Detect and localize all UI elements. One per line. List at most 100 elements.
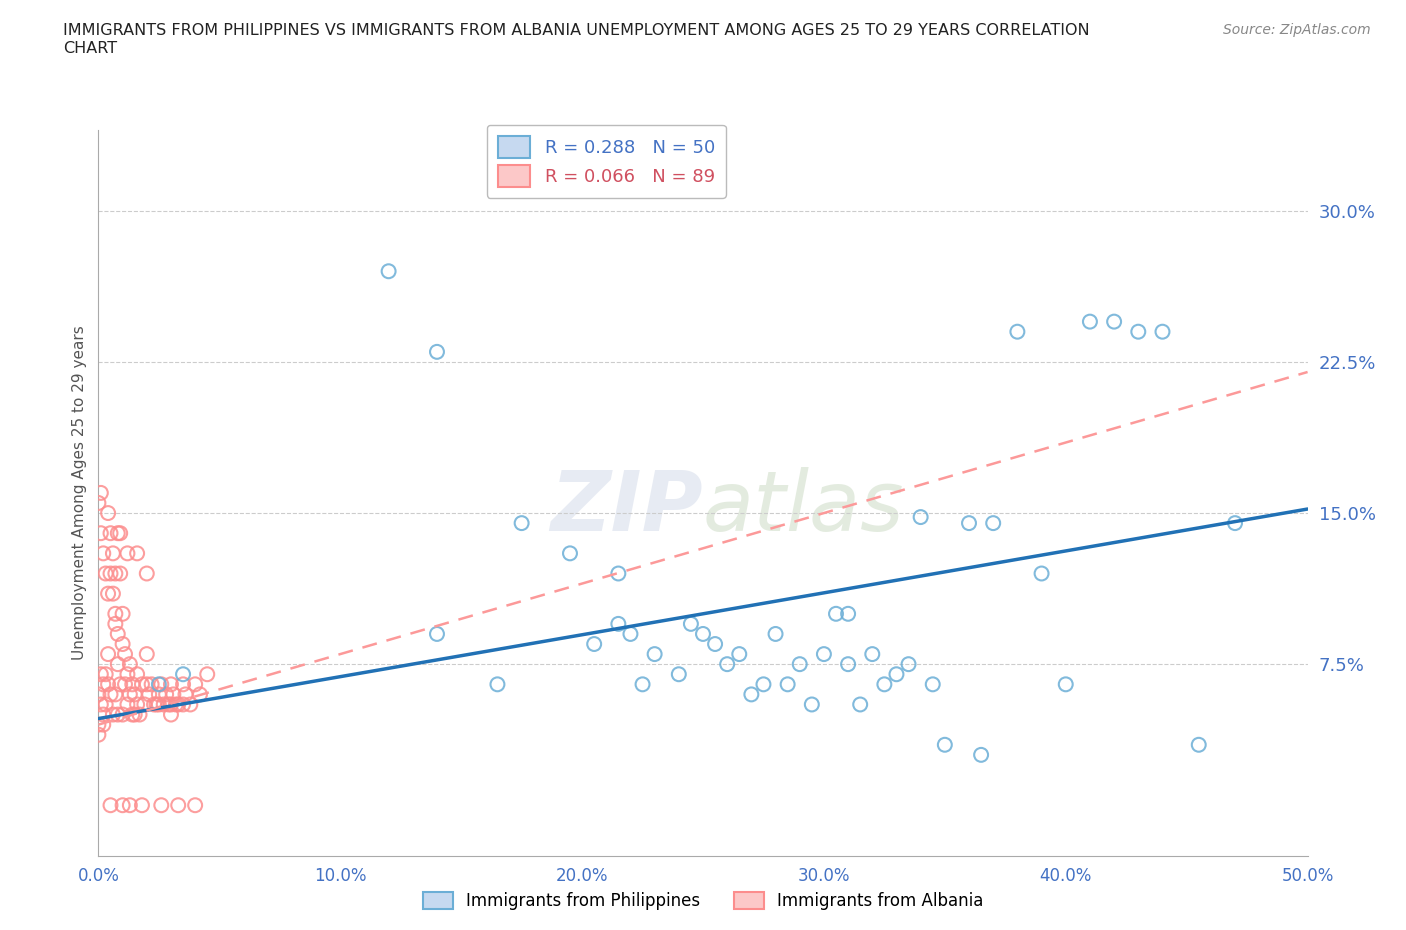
Point — [152, 698, 174, 712]
Point — [765, 627, 787, 642]
Point — [100, 798, 122, 813]
Point — [111, 707, 134, 722]
Point — [104, 566, 127, 581]
Point — [679, 617, 702, 631]
Point — [104, 617, 127, 631]
Point — [607, 617, 630, 631]
Point — [114, 646, 136, 661]
Point — [107, 525, 129, 540]
Legend: R = 0.288   N = 50, R = 0.066   N = 89: R = 0.288 N = 50, R = 0.066 N = 89 — [486, 125, 725, 198]
Point — [921, 677, 943, 692]
Point — [837, 657, 859, 671]
Point — [165, 698, 187, 712]
Point — [145, 698, 167, 712]
Point — [934, 737, 956, 752]
Point — [127, 698, 149, 712]
Point — [1078, 314, 1101, 329]
Point — [111, 637, 134, 652]
Point — [124, 687, 146, 702]
Point — [716, 657, 738, 671]
Point — [117, 698, 139, 712]
Point — [849, 698, 872, 712]
Point — [188, 687, 211, 702]
Point — [90, 485, 112, 500]
Point — [813, 646, 835, 661]
Point — [87, 717, 110, 732]
Point — [837, 606, 859, 621]
Point — [160, 677, 183, 692]
Point — [619, 627, 641, 642]
Point — [108, 566, 131, 581]
Point — [184, 798, 207, 813]
Point — [728, 646, 751, 661]
Point — [100, 566, 122, 581]
Point — [607, 566, 630, 581]
Point — [195, 667, 218, 682]
Point — [101, 546, 124, 561]
Point — [1007, 325, 1029, 339]
Point — [426, 627, 449, 642]
Point — [172, 698, 194, 712]
Point — [90, 525, 112, 540]
Point — [426, 344, 449, 359]
Point — [107, 657, 129, 671]
Text: atlas: atlas — [703, 467, 904, 548]
Point — [148, 698, 170, 712]
Point — [108, 677, 131, 692]
Point — [97, 646, 120, 661]
Point — [118, 657, 141, 671]
Point — [117, 667, 139, 682]
Y-axis label: Unemployment Among Ages 25 to 29 years: Unemployment Among Ages 25 to 29 years — [72, 326, 87, 660]
Point — [160, 707, 183, 722]
Point — [1223, 516, 1246, 531]
Point — [128, 707, 150, 722]
Point — [91, 717, 114, 732]
Point — [127, 667, 149, 682]
Point — [131, 677, 153, 692]
Point — [486, 677, 509, 692]
Point — [87, 727, 110, 742]
Point — [981, 516, 1004, 531]
Point — [1188, 737, 1211, 752]
Point — [1128, 325, 1150, 339]
Point — [91, 707, 114, 722]
Text: Source: ZipAtlas.com: Source: ZipAtlas.com — [1223, 23, 1371, 37]
Point — [135, 646, 157, 661]
Point — [162, 687, 184, 702]
Point — [172, 667, 194, 682]
Point — [131, 798, 153, 813]
Point — [1031, 566, 1053, 581]
Point — [138, 687, 160, 702]
Point — [118, 798, 141, 813]
Point — [179, 698, 201, 712]
Point — [94, 698, 117, 712]
Point — [97, 677, 120, 692]
Point — [97, 586, 120, 601]
Point — [91, 546, 114, 561]
Text: ZIP: ZIP — [550, 467, 703, 548]
Point — [101, 586, 124, 601]
Legend: Immigrants from Philippines, Immigrants from Albania: Immigrants from Philippines, Immigrants … — [416, 885, 990, 917]
Point — [692, 627, 714, 642]
Point — [897, 657, 920, 671]
Point — [90, 667, 112, 682]
Point — [558, 546, 581, 561]
Point — [860, 646, 883, 661]
Point — [172, 677, 194, 692]
Point — [141, 677, 163, 692]
Point — [970, 748, 993, 763]
Point — [1054, 677, 1077, 692]
Point — [143, 698, 166, 712]
Point — [104, 606, 127, 621]
Point — [167, 798, 190, 813]
Text: IMMIGRANTS FROM PHILIPPINES VS IMMIGRANTS FROM ALBANIA UNEMPLOYMENT AMONG AGES 2: IMMIGRANTS FROM PHILIPPINES VS IMMIGRANT… — [63, 23, 1090, 56]
Point — [108, 525, 131, 540]
Point — [668, 667, 690, 682]
Point — [148, 687, 170, 702]
Point — [100, 525, 122, 540]
Point — [583, 637, 606, 652]
Point — [1152, 325, 1174, 339]
Point — [100, 687, 122, 702]
Point — [174, 687, 197, 702]
Point — [135, 566, 157, 581]
